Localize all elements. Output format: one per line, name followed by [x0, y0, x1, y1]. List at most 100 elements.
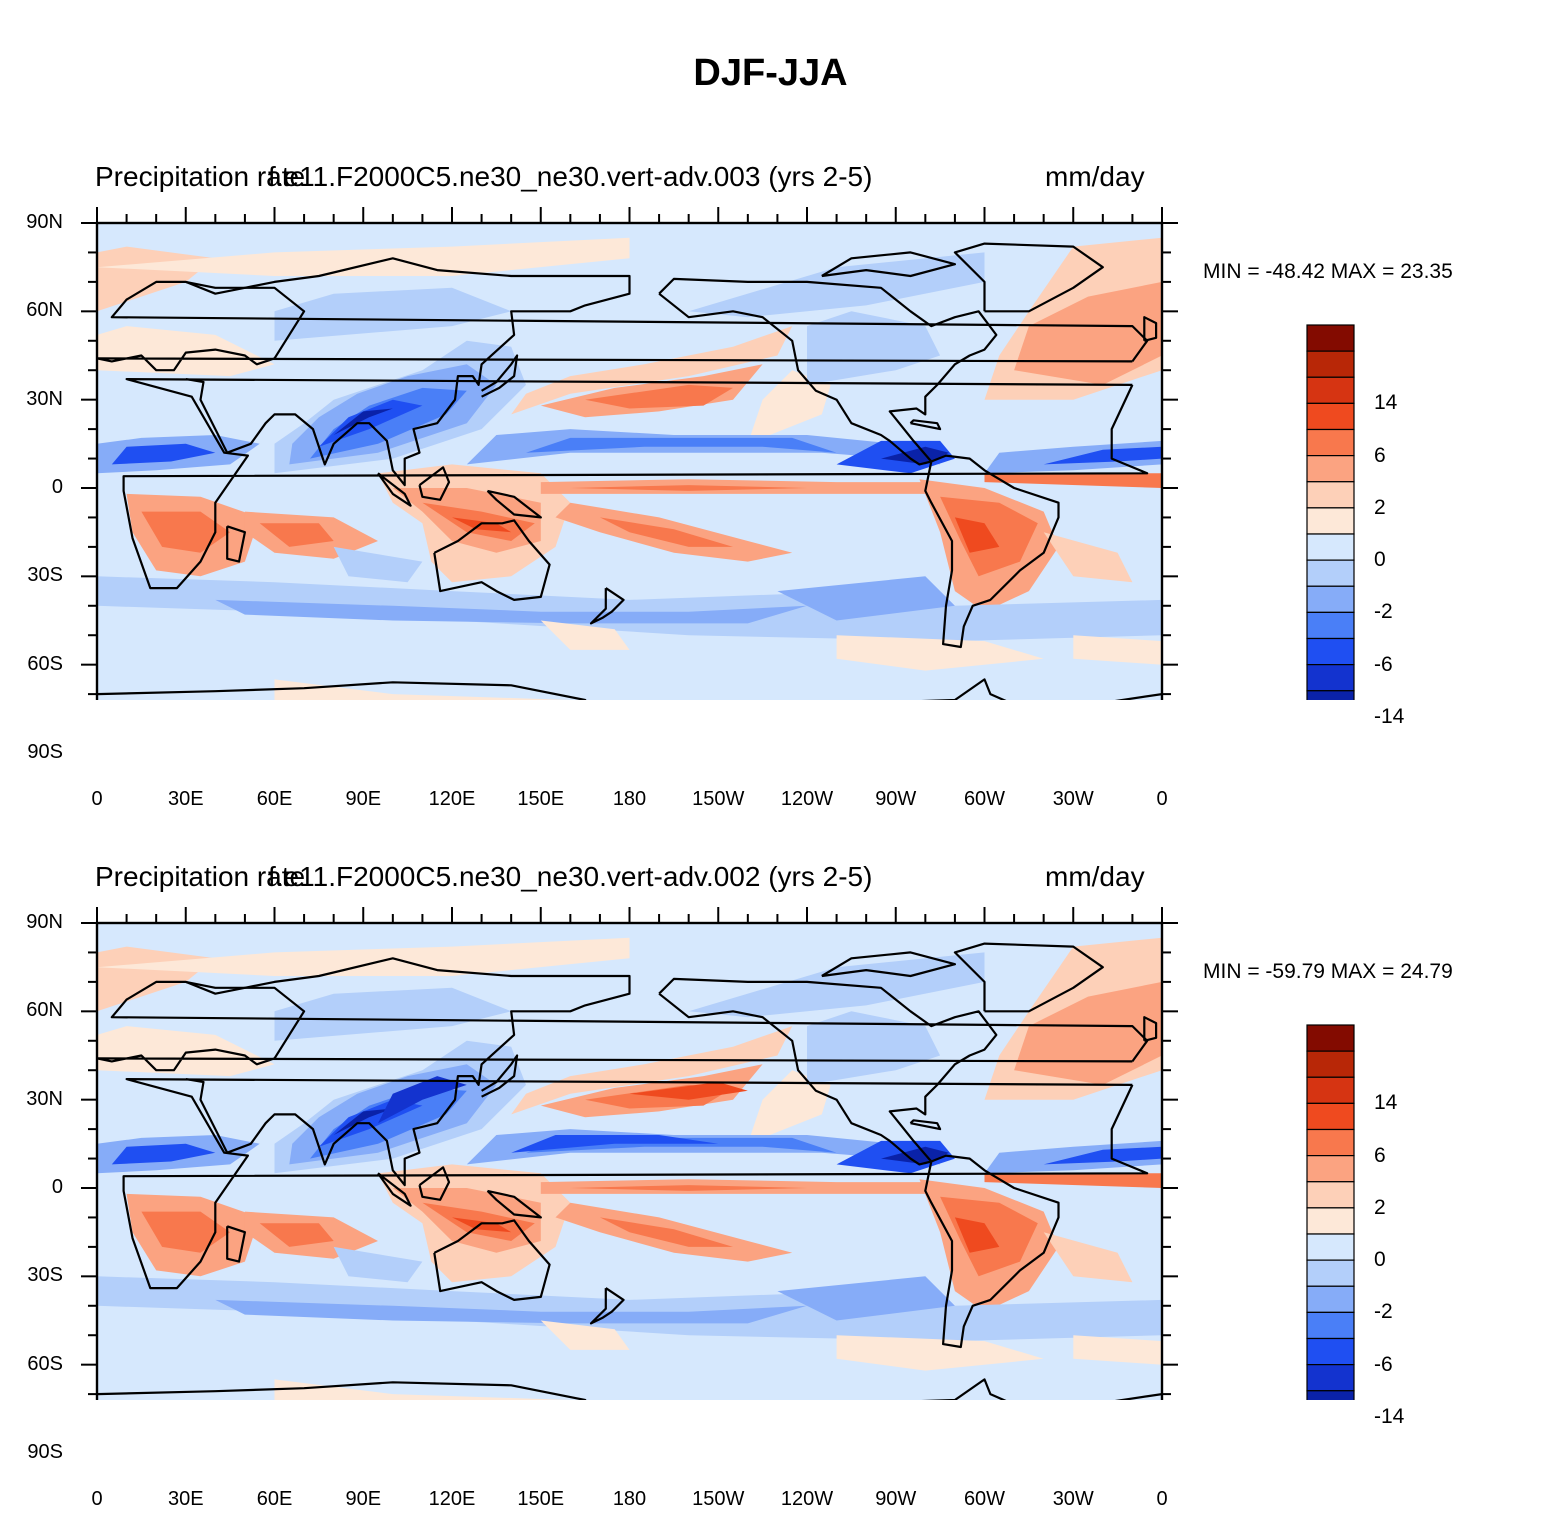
field-eastpac-neg-max [881, 1146, 949, 1165]
colorbar-label: 2 [1374, 495, 1386, 519]
field-npac-pos [511, 326, 793, 415]
map-svg [81, 907, 1355, 1400]
coast-africa [122, 378, 1149, 590]
coast-japan [481, 1054, 519, 1098]
field-sindian-neg [333, 546, 423, 583]
x-tick-label: 150E [517, 1488, 565, 1510]
colorbar-label: 6 [1374, 1143, 1386, 1167]
coast-europe [97, 280, 1149, 372]
field-npac-pos-extra [629, 1082, 748, 1100]
x-tick-label: 180 [612, 1488, 647, 1510]
field-npac-pos [511, 1026, 793, 1115]
colorbar-segment [1306, 533, 1355, 561]
field-south-neg-core [215, 1299, 808, 1324]
field-safrica-pos-core [141, 1211, 231, 1253]
field-indian-pos-core [259, 523, 334, 547]
coast-canada-islands [821, 251, 956, 278]
colorbar-segment [1306, 376, 1355, 404]
x-tick-label: 90E [345, 1488, 382, 1510]
coastlines [97, 942, 1162, 1400]
field-south-pos-1 [836, 635, 1044, 671]
map-panel-bottom: Precipitation rate f.e11.F2000C5.ne30_ne3… [0, 700, 1541, 1510]
field-sahara-pale [97, 384, 260, 430]
coast-canada-islands [821, 951, 956, 978]
coast-borneo [418, 466, 451, 501]
y-tick-label: 30S [27, 564, 63, 587]
coast-sumatra [377, 1172, 412, 1207]
coast-north-america [658, 277, 998, 466]
center-title: f.e11.F2000C5.ne30_ne30.vert-adv.003 (yr… [268, 161, 873, 192]
field-asia-neg-extra [378, 1076, 467, 1124]
field-nz-pos [540, 1320, 630, 1350]
x-tick-label: 0 [91, 788, 103, 810]
x-tick-label: 90W [875, 788, 917, 810]
x-tick-label: 30E [167, 1488, 204, 1510]
colorbar-segment [1306, 690, 1355, 700]
colorbar-segment [1306, 1207, 1355, 1235]
coast-antarctica [97, 678, 1162, 700]
coast-borneo [418, 1166, 451, 1201]
x-tick-label: 30W [1052, 1488, 1094, 1510]
coast-new-zealand [589, 1287, 625, 1325]
colorbar-segment [1306, 1102, 1355, 1131]
colorbar [1306, 1024, 1355, 1400]
min-max-label: MIN = -48.42 MAX = 23.35 [1203, 260, 1453, 283]
x-tick-label: 120W [780, 788, 834, 810]
colorbar-label: -2 [1374, 600, 1393, 624]
coast-cuba [909, 1119, 942, 1131]
colorbar-segment [1306, 350, 1355, 378]
x-tick-label: 120E [428, 788, 476, 810]
field-eq-pac-core [570, 1185, 807, 1191]
coast-greenland [953, 942, 1104, 1013]
colorbar-segment [1306, 1285, 1355, 1313]
coast-sumatra [377, 472, 412, 507]
field-samerica-pos-max [954, 517, 1000, 553]
field-south-neg [97, 576, 1162, 642]
colorbar-segment [1306, 455, 1355, 483]
field-siberia-neg [274, 987, 512, 1041]
colorbar-segment [1306, 324, 1355, 352]
x-tick-label: 90E [345, 788, 382, 810]
colorbar [1306, 324, 1355, 700]
field-south-pos-1 [836, 1335, 1044, 1371]
y-tick-label: 90N [26, 211, 63, 233]
field-sepac-neg [777, 1276, 955, 1321]
field-south-pos-2 [1073, 1335, 1162, 1365]
coast-greenland [953, 242, 1104, 313]
colorbar-segment [1306, 637, 1355, 666]
coast-australia [433, 519, 551, 601]
y-tick-label: 0 [51, 476, 63, 498]
colorbar-segment [1306, 1259, 1355, 1287]
colorbar-label: -6 [1374, 652, 1393, 676]
precip-field [97, 923, 1162, 1400]
x-tick-label: 60E [256, 1488, 293, 1510]
field-satl-pos [1043, 1232, 1133, 1283]
field-australia-pos-max [452, 517, 512, 533]
coast-cuba [909, 419, 942, 431]
map-svg [81, 207, 1355, 700]
colorbar-label: -2 [1374, 1300, 1393, 1324]
coast-australia [433, 1219, 551, 1301]
field-antarctic-pos [274, 679, 571, 700]
field-eastpac-neg-max [881, 446, 949, 465]
field-namerica-neg [807, 1011, 941, 1085]
x-tick-label: 180 [612, 788, 647, 810]
field-npac-pos-max [585, 384, 733, 409]
left-title: Precipitation rate [95, 861, 306, 892]
x-tick-label: 150E [517, 788, 565, 810]
min-max-label: MIN = -59.79 MAX = 24.79 [1203, 960, 1453, 983]
field-sahara-pale [97, 1084, 260, 1130]
colorbar-label: 14 [1374, 1091, 1398, 1115]
colorbar-segment [1306, 1390, 1355, 1400]
field-atlantic-pos-core [1014, 281, 1162, 385]
colorbar-label: 0 [1374, 548, 1386, 572]
field-safrica-pos-core [141, 511, 231, 553]
field-med-pos [97, 1026, 275, 1077]
field-eq-pac-core [570, 485, 807, 491]
y-tick-label: 90N [26, 911, 63, 933]
colorbar-label: 2 [1374, 1195, 1386, 1219]
colorbar-label: 6 [1374, 443, 1386, 467]
x-tick-label: 60W [963, 1488, 1006, 1510]
field-indian-pos-core [259, 1223, 334, 1247]
field-nz-pos [540, 620, 630, 650]
